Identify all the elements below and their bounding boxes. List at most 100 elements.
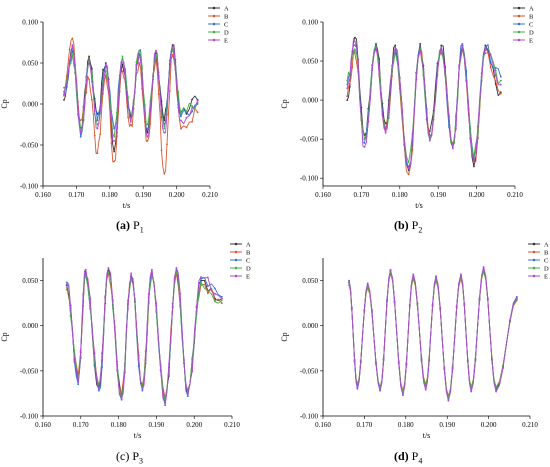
- data-point-E-d: [412, 273, 415, 276]
- data-point-E-c: [200, 276, 202, 278]
- data-point-E-b: [425, 118, 428, 121]
- data-point-D-b: [419, 47, 422, 50]
- chart-panel-b: 0.160 0.170 0.180 0.190 0.200 0.210 0.100 0.050…: [280, 5, 534, 210]
- data-point-E-b: [422, 68, 425, 70]
- legend-marker-C: [532, 258, 536, 262]
- x-tick-label-c: 0.180: [111, 421, 127, 429]
- data-point-E-a: [77, 105, 79, 108]
- data-point-E-c: [191, 370, 194, 372]
- data-point-E-a: [118, 79, 121, 82]
- data-point-D-c: [220, 299, 223, 302]
- x-tick-label-b: 0.170: [354, 191, 370, 199]
- data-point-E-d: [371, 309, 373, 311]
- data-point-D-a: [121, 55, 124, 58]
- data-point-D-b: [494, 69, 497, 72]
- data-point-D-b: [499, 79, 502, 82]
- y-tick-label-a: 0.100: [22, 19, 38, 27]
- data-point-E-b: [363, 146, 366, 148]
- data-point-A-b: [394, 44, 397, 47]
- legend-label-E: E: [246, 273, 250, 280]
- data-point-B-a: [146, 140, 149, 142]
- legend-marker-C: [212, 22, 216, 26]
- data-point-E-c: [186, 393, 189, 396]
- legend-label-A: A: [224, 5, 229, 12]
- x-axis-title-b: t/s: [415, 201, 423, 210]
- data-point-B-a: [93, 134, 96, 137]
- legend-label-C: C: [224, 21, 228, 28]
- data-point-B-c: [207, 292, 209, 295]
- data-point-E-c: [137, 359, 140, 361]
- legend-marker-B: [532, 250, 536, 254]
- legend-marker-A: [234, 242, 238, 246]
- data-point-A-a: [171, 44, 174, 46]
- data-point-E-c: [104, 296, 107, 299]
- data-point-D-b: [354, 48, 356, 51]
- data-point-B-c: [220, 302, 223, 304]
- data-point-E-a: [166, 113, 168, 116]
- data-point-B-a: [116, 135, 118, 138]
- data-point-A-b: [348, 86, 351, 88]
- data-point-B-a: [185, 126, 188, 129]
- series-line-A-d: [348, 269, 518, 399]
- data-point-E-c: [159, 368, 162, 370]
- data-point-B-a: [121, 70, 124, 73]
- x-tick-label-c: 0.190: [149, 421, 165, 429]
- data-point-E-a: [157, 76, 160, 79]
- data-point-E-b: [360, 116, 363, 119]
- legend-label-A: A: [246, 241, 251, 248]
- data-point-E-a: [143, 113, 146, 116]
- data-point-E-b: [394, 46, 397, 48]
- data-point-D-a: [127, 96, 129, 98]
- caption-c: (c) P3: [116, 449, 144, 466]
- data-point-E-a: [96, 127, 99, 130]
- data-point-D-a: [180, 112, 182, 115]
- data-point-C-c: [214, 287, 216, 290]
- data-point-E-d: [470, 390, 473, 393]
- y-tick-label-d: -0.100: [300, 413, 319, 421]
- data-point-D-a: [138, 49, 141, 52]
- data-point-B-a: [160, 149, 163, 152]
- data-point-E-b: [494, 74, 497, 77]
- y-tick-label-d: 0.000: [302, 322, 318, 330]
- data-point-E-b: [484, 46, 487, 48]
- series-line-D-d: [348, 270, 518, 398]
- legend-label-B: B: [246, 249, 251, 256]
- data-point-C-c: [164, 404, 167, 407]
- x-tick-label-b: 0.160: [315, 191, 331, 199]
- data-point-E-d: [431, 303, 434, 306]
- data-point-E-a: [177, 106, 180, 109]
- data-point-C-c: [220, 295, 223, 298]
- data-point-E-a: [185, 116, 188, 119]
- data-point-E-d: [451, 368, 454, 370]
- data-point-B-c: [65, 288, 68, 291]
- caption-a: (a) P1: [116, 218, 144, 235]
- y-tick-label-a: -0.050: [20, 142, 39, 150]
- data-point-E-c: [155, 302, 158, 305]
- data-point-B-b: [407, 173, 410, 176]
- data-point-C-c: [186, 395, 189, 397]
- data-point-E-b: [348, 78, 351, 81]
- data-point-C-a: [96, 119, 99, 122]
- legend-label-B: B: [529, 13, 534, 20]
- data-point-E-d: [509, 320, 511, 323]
- data-point-E-c: [98, 388, 100, 390]
- data-point-E-c: [77, 380, 80, 383]
- y-tick-label-a: 0.050: [22, 60, 38, 68]
- data-point-E-b: [387, 107, 390, 109]
- data-point-B-a: [191, 120, 194, 123]
- y-tick-label-b: 0.100: [302, 19, 318, 27]
- y-tick-label-c: 0.000: [22, 322, 38, 330]
- data-point-C-a: [180, 115, 182, 118]
- data-point-D-a: [163, 127, 166, 130]
- data-point-E-d: [379, 388, 381, 391]
- data-point-C-c: [98, 389, 100, 392]
- data-point-B-a: [88, 78, 90, 81]
- data-point-E-a: [174, 69, 177, 72]
- data-point-E-a: [93, 110, 96, 112]
- series-line-C-b: [346, 43, 502, 167]
- x-tick-label-b: 0.210: [507, 191, 523, 199]
- data-point-E-b: [444, 72, 446, 75]
- data-point-E-d: [495, 390, 497, 393]
